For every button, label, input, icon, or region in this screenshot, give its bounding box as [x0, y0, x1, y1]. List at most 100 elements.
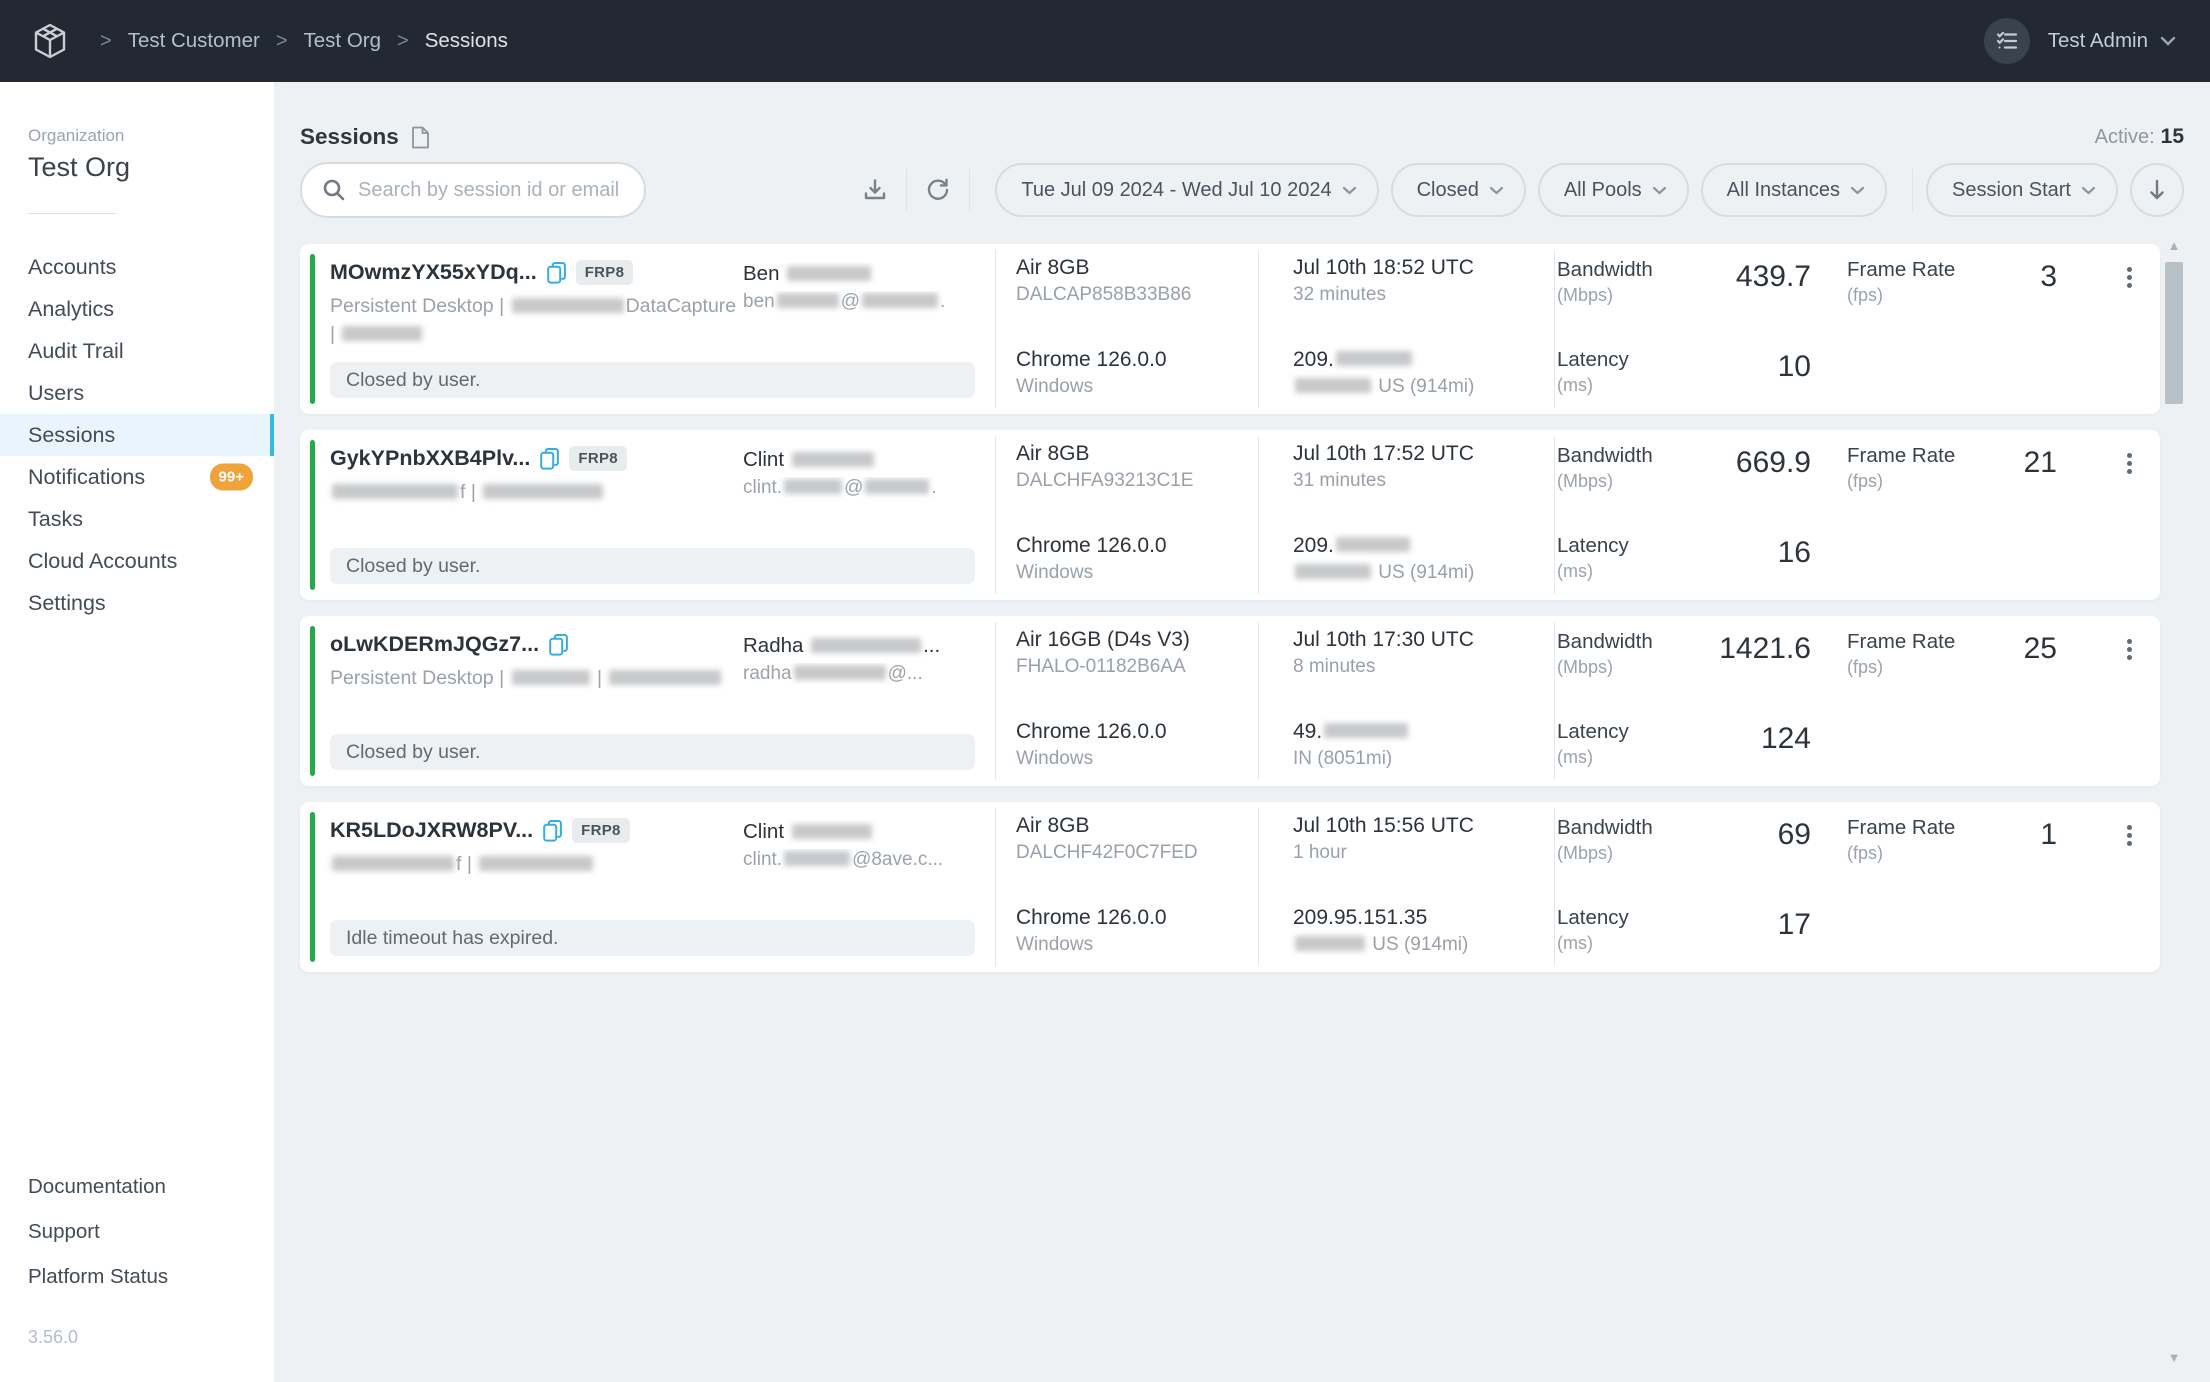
sort-field-selector[interactable]: Session Start [1926, 163, 2118, 217]
redacted-text [1295, 563, 1371, 579]
kebab-menu-button[interactable] [2116, 448, 2142, 479]
date-range-filter[interactable]: Tue Jul 09 2024 - Wed Jul 10 2024 [995, 163, 1379, 217]
user-name: Clint [743, 448, 975, 472]
session-start-time: Jul 10th 17:30 UTC [1293, 628, 1474, 651]
bandwidth-value: 439.7 [1735, 260, 1811, 293]
arrow-down-icon [2150, 179, 2164, 200]
document-icon[interactable] [411, 126, 430, 149]
copy-icon[interactable] [549, 633, 568, 656]
sidebar-item-label: Cloud Accounts [28, 548, 178, 573]
redacted-text [1324, 723, 1409, 739]
redacted-text [791, 451, 874, 467]
browser-version: Chrome 126.0.0 [1016, 720, 1167, 743]
org-label: Organization [28, 126, 125, 145]
scroll-down-arrow[interactable]: ▼ [2167, 1350, 2181, 1365]
app-logo-icon[interactable] [34, 23, 66, 59]
sidebar-item-tasks[interactable]: Tasks [0, 498, 274, 540]
session-card[interactable]: KR5LDoJXRW8PV... FRP8 f | Clint clint. @8… [300, 802, 2160, 972]
session-type-badge: FRP8 [569, 446, 627, 471]
session-description: f | [330, 850, 737, 878]
copy-icon[interactable] [540, 447, 560, 470]
breadcrumb-org[interactable]: Test Org [303, 29, 381, 52]
card-column-divider [995, 622, 996, 780]
latency-value: 17 [1777, 908, 1811, 941]
bandwidth-unit: (Mbps) [1557, 843, 1614, 863]
chevron-down-icon[interactable] [2160, 36, 2176, 46]
task-list-button[interactable] [1983, 18, 2030, 64]
session-card[interactable]: GykYPnbXXB4Plv... FRP8 f | Clint clint. @… [300, 430, 2160, 600]
chevron-down-icon [1342, 186, 1357, 195]
copy-icon[interactable] [546, 261, 566, 284]
sidebar-item-sessions[interactable]: Sessions [0, 414, 274, 456]
search-input[interactable] [358, 178, 628, 202]
latency-unit: (ms) [1557, 933, 1593, 953]
breadcrumb-customer[interactable]: Test Customer [127, 29, 260, 52]
copy-icon[interactable] [543, 819, 563, 842]
user-name: Ben [743, 262, 975, 286]
search-box[interactable] [300, 162, 646, 218]
bandwidth-unit: (Mbps) [1557, 285, 1614, 305]
latency-unit: (ms) [1557, 561, 1593, 581]
client-ip: 209. [1293, 534, 1554, 558]
redacted-text [784, 478, 843, 494]
session-card[interactable]: oLwKDERmJQGz7... Persistent Desktop | | … [300, 616, 2160, 786]
sidebar-item-label: Analytics [28, 296, 115, 321]
sidebar-item-settings[interactable]: Settings [0, 582, 274, 624]
framerate-unit: (fps) [1847, 657, 1883, 677]
sort-direction-button[interactable] [2130, 163, 2184, 217]
scroll-up-arrow[interactable]: ▲ [2167, 238, 2181, 253]
footer-link-support[interactable]: Support [28, 1220, 100, 1243]
top-bar: > Test Customer > Test Org > Sessions Te… [0, 0, 2210, 82]
sidebar-footer: Documentation Support Platform Status 3.56… [0, 1175, 274, 1382]
redacted-text [511, 669, 590, 685]
redacted-text [342, 326, 423, 342]
sidebar-item-label: Users [28, 380, 85, 405]
card-column-divider [1258, 808, 1259, 966]
redacted-text [1335, 351, 1412, 367]
download-button[interactable] [857, 177, 893, 203]
redacted-text [776, 292, 839, 308]
footer-link-documentation[interactable]: Documentation [28, 1175, 166, 1198]
sidebar-item-notifications[interactable]: Notifications 99+ [0, 456, 274, 498]
footer-link-platform-status[interactable]: Platform Status [28, 1265, 169, 1288]
redacted-text [483, 483, 604, 499]
client-ip: 49. [1293, 720, 1554, 744]
card-column-divider [995, 808, 996, 966]
instances-filter[interactable]: All Instances [1700, 163, 1888, 217]
sidebar-item-label: Sessions [28, 422, 116, 447]
sidebar-item-accounts[interactable]: Accounts [0, 246, 274, 288]
sidebar-item-audit-trail[interactable]: Audit Trail [0, 330, 274, 372]
session-card[interactable]: MOwmzYX55xYDq... FRP8 Persistent Desktop… [300, 244, 2160, 414]
scrollbar-thumb[interactable] [2165, 262, 2183, 404]
search-icon [323, 179, 345, 201]
sidebar-item-analytics[interactable]: Analytics [0, 288, 274, 330]
kebab-menu-button[interactable] [2116, 634, 2142, 665]
framerate-value: 1 [2040, 818, 2057, 851]
session-status-message: Idle timeout has expired. [330, 920, 975, 956]
redacted-text [793, 664, 886, 680]
sidebar-item-label: Audit Trail [28, 338, 124, 363]
browser-version: Chrome 126.0.0 [1016, 348, 1167, 371]
latency-value: 16 [1777, 536, 1811, 569]
session-duration: 32 minutes [1293, 284, 1386, 305]
session-active-indicator [310, 254, 315, 404]
kebab-menu-button[interactable] [2116, 262, 2142, 293]
user-email: ben @. [743, 291, 946, 312]
card-column-divider [1554, 622, 1555, 780]
bandwidth-unit: (Mbps) [1557, 657, 1614, 677]
user-menu[interactable]: Test Admin [2047, 29, 2148, 52]
breadcrumb-separator: > [275, 29, 288, 52]
refresh-button[interactable] [920, 177, 956, 203]
framerate-unit: (fps) [1847, 843, 1883, 863]
breadcrumb: > Test Customer > Test Org > Sessions [84, 29, 508, 53]
redacted-text [791, 823, 872, 839]
kebab-menu-button[interactable] [2116, 820, 2142, 851]
pools-filter[interactable]: All Pools [1537, 163, 1689, 217]
status-filter[interactable]: Closed [1390, 163, 1526, 217]
sidebar-item-cloud-accounts[interactable]: Cloud Accounts [0, 540, 274, 582]
chevron-down-icon [1850, 186, 1865, 195]
session-duration: 31 minutes [1293, 470, 1386, 491]
toolbar-divider [1912, 169, 1914, 211]
sidebar-item-users[interactable]: Users [0, 372, 274, 414]
instance-id: DALCHF42F0C7FED [1016, 842, 1198, 863]
